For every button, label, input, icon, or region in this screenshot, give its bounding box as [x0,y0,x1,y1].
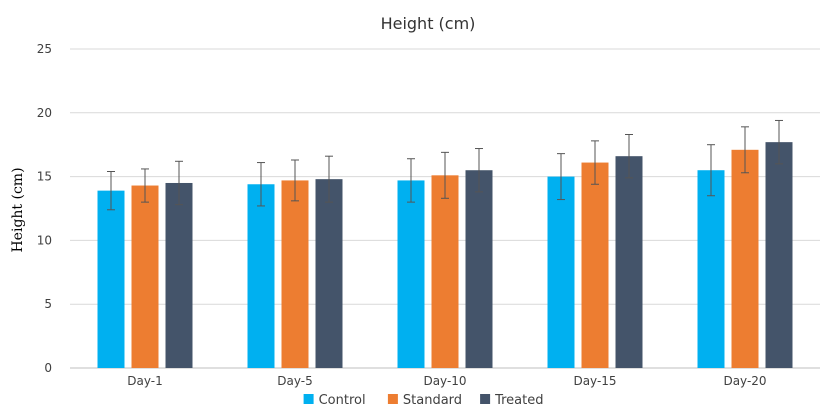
x-tick-label: Day-20 [723,374,766,388]
y-tick-label: 5 [44,297,52,311]
bars [97,119,793,368]
bar-treated-day-10 [465,170,493,368]
bar-standard-day-5 [281,180,309,368]
legend-label-standard: Standard [403,393,462,408]
x-tick-label: Day-10 [423,374,466,388]
legend-label-treated: Treated [494,393,543,408]
x-tick-label: Day-5 [277,374,312,388]
bar-control-day-10 [397,180,425,368]
legend-swatch-treated [480,394,491,404]
bar-standard-day-10 [431,175,459,368]
y-tick-label: 20 [37,106,52,120]
bar-standard-day-1 [131,185,159,368]
x-tick-label: Day-15 [573,374,616,388]
legend-swatch-control [303,394,314,404]
y-tick-labels: 0 5 10 15 20 25 [37,42,52,375]
y-tick-label: 0 [44,361,52,375]
chart-title: Height (cm) [381,14,476,33]
y-tick-label: 10 [37,233,52,247]
bar-standard-day-20 [731,149,759,368]
y-tick-label: 25 [37,42,52,56]
bar-treated-day-15 [615,156,643,368]
x-tick-label: Day-1 [127,374,162,388]
legend: Control Standard Treated [303,393,544,408]
y-axis-label: Height (cm) [10,167,26,252]
y-tick-label: 15 [37,170,52,184]
legend-swatch-standard [387,394,398,404]
bar-control-day-1 [97,190,125,368]
bar-treated-day-20 [765,142,793,368]
bar-control-day-20 [697,170,725,368]
bar-treated-day-1 [165,182,193,368]
x-tick-labels: Day-1 Day-5 Day-10 Day-15 Day-20 [127,374,766,388]
bar-control-day-5 [247,184,275,368]
bar-control-day-15 [547,176,575,368]
bar-treated-day-5 [315,179,343,368]
bar-standard-day-15 [581,162,609,368]
legend-label-control: Control [319,393,366,408]
